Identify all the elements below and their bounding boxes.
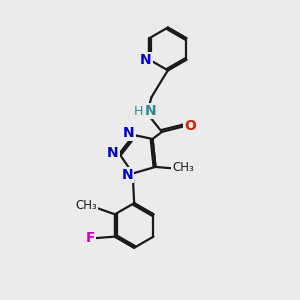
Text: N: N bbox=[122, 168, 133, 182]
Text: N: N bbox=[145, 104, 156, 118]
Text: N: N bbox=[140, 52, 152, 67]
Text: F: F bbox=[85, 231, 95, 245]
Text: CH₃: CH₃ bbox=[75, 199, 97, 212]
Text: N: N bbox=[123, 126, 134, 140]
Text: N: N bbox=[107, 146, 119, 160]
Text: O: O bbox=[184, 119, 196, 133]
Text: H: H bbox=[134, 105, 143, 118]
Text: CH₃: CH₃ bbox=[172, 161, 194, 174]
